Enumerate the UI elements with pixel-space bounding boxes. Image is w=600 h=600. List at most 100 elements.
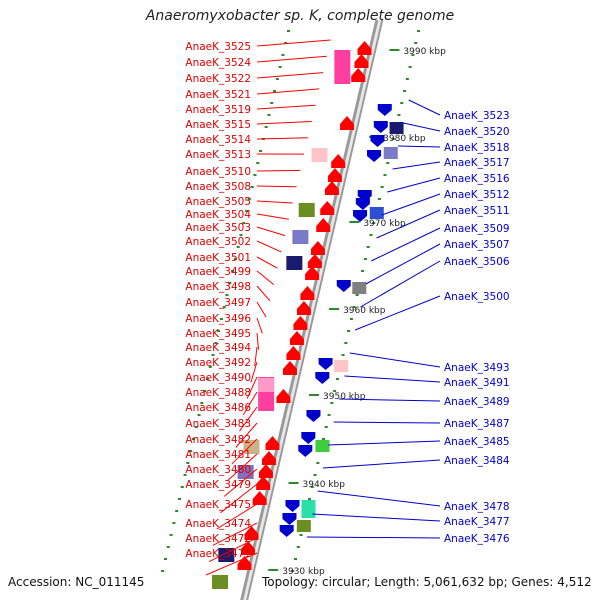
gene-label-right: AnaeK_3506 (444, 256, 510, 268)
tick-mark (391, 138, 395, 140)
tick-mark (183, 474, 187, 476)
forward-gene-arrow (305, 266, 320, 280)
tick-mark (228, 282, 232, 284)
tick-mark (281, 54, 285, 56)
forward-gene-arrow (244, 526, 259, 540)
forward-gene-arrow (241, 541, 256, 555)
forward-gene-arrow (331, 154, 346, 168)
label-leader (306, 536, 441, 539)
tick-mark (411, 54, 415, 56)
label-leader (381, 193, 441, 216)
reverse-gene-arrow (306, 410, 321, 422)
tick-mark (250, 186, 254, 188)
scale-label: 3950 kbp (323, 392, 366, 402)
gene-label-left: AnaeK_3501 (185, 252, 251, 264)
gene-label-left: AnaeK_3505 (185, 196, 251, 208)
label-leader (256, 332, 260, 350)
tick-mark (191, 438, 195, 440)
tick-mark (284, 42, 288, 44)
tick-mark (299, 534, 303, 536)
tick-mark (296, 546, 300, 548)
label-leader (256, 72, 324, 79)
label-leader (256, 256, 278, 269)
gene-label-left: AnaeK_3472 (185, 533, 251, 545)
tick-mark (236, 246, 240, 248)
reverse-gene-arrow (315, 372, 330, 384)
gene-label-left: AnaeK_3499 (185, 266, 251, 278)
gene-label-left: AnaeK_3483 (185, 418, 251, 430)
tick-mark (197, 414, 201, 416)
tick-mark (313, 474, 317, 476)
tick-mark (386, 162, 390, 164)
tick-mark (186, 462, 190, 464)
gene-block (292, 230, 309, 244)
tick-mark (324, 426, 328, 428)
label-leader (256, 169, 301, 172)
label-leader (256, 213, 289, 220)
tick-mark (194, 426, 198, 428)
gene-block (389, 122, 404, 134)
label-leader (360, 260, 441, 308)
gene-label-left: AnaeK_3524 (185, 57, 251, 69)
label-leader (312, 513, 441, 522)
gene-block (334, 50, 351, 84)
gene-label-right: AnaeK_3500 (444, 291, 510, 303)
forward-gene-arrow (357, 41, 372, 55)
tick-mark (172, 522, 176, 524)
reverse-gene-arrow (367, 150, 382, 162)
gene-label-left: AnaeK_3508 (185, 181, 251, 193)
label-leader (328, 440, 441, 446)
label-leader (339, 398, 441, 402)
tick-mark (177, 498, 181, 500)
gene-label-right: AnaeK_3507 (444, 239, 510, 251)
label-leader (370, 227, 441, 262)
tick-mark (369, 234, 373, 236)
tick-mark (247, 198, 251, 200)
tick-mark (310, 486, 314, 488)
gene-label-right: AnaeK_3491 (444, 377, 510, 389)
tick-mark (189, 450, 193, 452)
forward-gene-arrow (300, 286, 315, 300)
tick-mark (211, 354, 215, 356)
scale-labels: 3990 kbp 3980 kbp 3970 kbp 3960 kbp 3950 kbp… (268, 47, 446, 577)
gene-label-left: AnaeK_3495 (185, 328, 251, 340)
tick-mark (405, 78, 409, 80)
label-leader (250, 361, 258, 383)
gene-label-left: AnaeK_3488 (185, 387, 251, 399)
label-leader (408, 99, 441, 116)
label-leaders (205, 39, 441, 576)
forward-gene-arrow (289, 331, 304, 345)
tick-mark (273, 90, 277, 92)
tick-mark (414, 42, 418, 44)
label-leader (317, 490, 441, 507)
gene-label-right: AnaeK_3511 (444, 205, 510, 217)
tick-mark (245, 210, 249, 212)
reverse-gene-arrow (353, 210, 368, 222)
tick-mark (163, 558, 167, 560)
tick-mark (264, 126, 268, 128)
forward-gene-arrow (265, 436, 280, 450)
tick-mark (361, 270, 365, 272)
tick-mark (316, 462, 320, 464)
reverse-gene-arrow (301, 432, 316, 444)
label-leader (231, 438, 258, 465)
gene-block (212, 575, 229, 589)
label-leader (256, 137, 308, 140)
tick-mark (380, 186, 384, 188)
gene-label-left: AnaeK_3496 (185, 313, 251, 325)
tick-mark (275, 78, 279, 80)
gene-label-right: AnaeK_3485 (444, 436, 510, 448)
tick-mark (256, 162, 260, 164)
gene-label-left: AnaeK_3522 (185, 73, 251, 85)
gene-label-left: AnaeK_3471 (185, 548, 251, 560)
label-leader (256, 226, 286, 237)
label-leader (322, 459, 441, 469)
forward-gene-arrow (252, 491, 267, 505)
tick-mark (225, 294, 229, 296)
tick-mark (239, 234, 243, 236)
scale-label: 3960 kbp (343, 306, 386, 316)
gene-label-right: AnaeK_3523 (444, 110, 510, 122)
tick-mark (307, 498, 311, 500)
forward-gene-arrow (324, 181, 339, 195)
label-leader (242, 391, 258, 416)
